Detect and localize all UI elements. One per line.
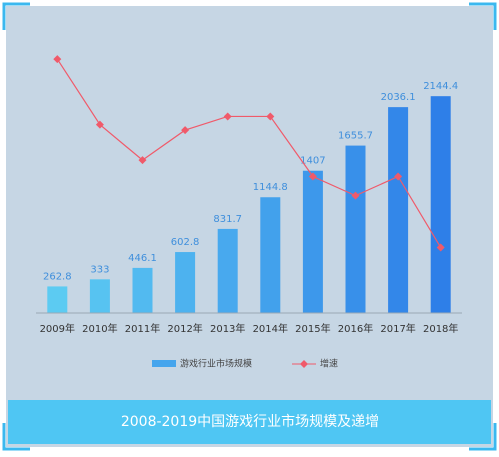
bar bbox=[47, 286, 68, 313]
value-label: 1144.8 bbox=[253, 182, 288, 193]
value-label: 831.7 bbox=[213, 214, 242, 225]
line-marker bbox=[266, 112, 275, 121]
panel bbox=[6, 6, 493, 447]
value-label: 1655.7 bbox=[338, 131, 373, 142]
x-tick-label: 2014年 bbox=[253, 322, 288, 335]
bar bbox=[388, 107, 409, 313]
line-marker bbox=[53, 55, 62, 64]
line-marker bbox=[181, 126, 190, 135]
bar bbox=[175, 252, 196, 313]
line-marker bbox=[223, 112, 232, 121]
value-label: 333 bbox=[90, 264, 109, 275]
bar bbox=[260, 197, 281, 313]
value-label: 1407 bbox=[300, 156, 325, 167]
bar bbox=[89, 279, 110, 313]
bar bbox=[217, 228, 238, 313]
x-tick-label: 2011年 bbox=[125, 322, 160, 335]
x-tick-label: 2013年 bbox=[210, 322, 245, 335]
line-marker bbox=[394, 172, 403, 181]
value-label: 602.8 bbox=[171, 237, 200, 248]
value-label: 2144.4 bbox=[423, 81, 458, 92]
line-marker bbox=[436, 243, 445, 252]
x-tick-label: 2018年 bbox=[423, 322, 458, 335]
value-label: 2036.1 bbox=[381, 92, 416, 103]
bar bbox=[132, 267, 153, 313]
x-tick-label: 2010年 bbox=[82, 322, 117, 335]
legend-swatch bbox=[152, 360, 176, 367]
value-label: 262.8 bbox=[43, 271, 72, 282]
line-marker bbox=[308, 172, 317, 181]
chart-title: 2008-2019中国游戏行业市场规模及递增 bbox=[121, 413, 379, 430]
line-marker bbox=[138, 156, 147, 165]
line bbox=[56, 58, 442, 248]
x-tick-label: 2012年 bbox=[167, 322, 202, 335]
line-marker bbox=[95, 120, 104, 129]
legend-label: 游戏行业市场规模 bbox=[180, 358, 252, 370]
title-band bbox=[8, 400, 491, 444]
value-label: 446.1 bbox=[128, 253, 157, 264]
legend-label: 增速 bbox=[320, 358, 338, 370]
bar bbox=[345, 145, 366, 313]
x-tick-label: 2015年 bbox=[295, 322, 330, 335]
x-tick-label: 2017年 bbox=[380, 322, 415, 335]
x-tick-label: 2016年 bbox=[338, 322, 373, 335]
bar bbox=[430, 96, 451, 313]
line-marker bbox=[351, 191, 360, 200]
x-tick-label: 2009年 bbox=[40, 322, 75, 335]
frame-corners bbox=[2, 2, 497, 451]
bar bbox=[302, 170, 323, 313]
legend-marker bbox=[300, 360, 308, 368]
